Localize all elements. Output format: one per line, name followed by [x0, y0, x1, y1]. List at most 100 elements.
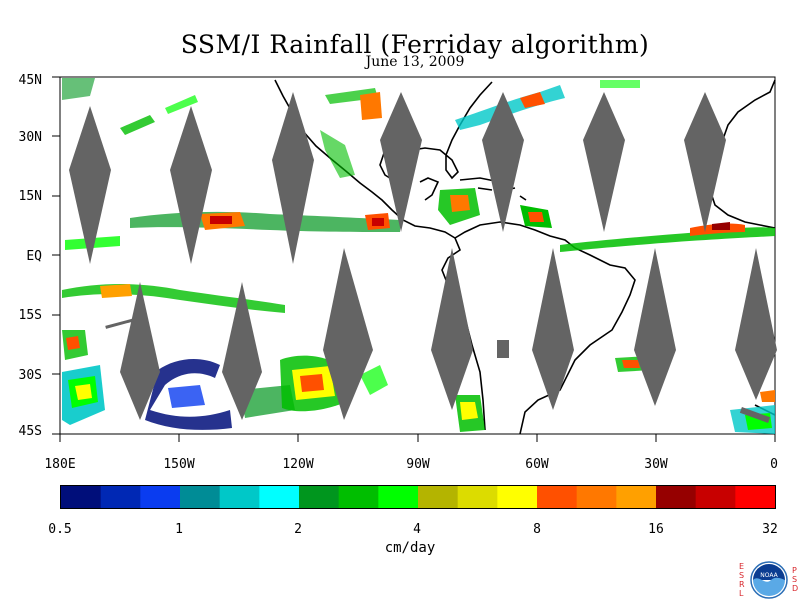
- swath-gap: [69, 106, 111, 264]
- rainfall-map: [52, 76, 777, 442]
- swath-gap: [532, 248, 574, 410]
- rain-north-pacific-2: [120, 115, 155, 135]
- swath-gap: [120, 282, 160, 420]
- colorbar-swatch: [338, 486, 379, 508]
- colorbar-tick-label: 4: [413, 522, 421, 537]
- map-date: June 13, 2009: [365, 54, 465, 70]
- x-axis-label: 120W: [282, 457, 314, 472]
- logo-letter: P: [792, 566, 797, 575]
- rain-south-atlantic-core: [622, 360, 640, 368]
- rain-southern-storm-3: [240, 385, 295, 418]
- swath-gap: [323, 248, 373, 420]
- colorbar: [60, 485, 776, 509]
- logo-letter: S: [792, 575, 798, 584]
- y-axis-label: 15S: [18, 308, 42, 323]
- y-axis-label: 30N: [18, 130, 42, 145]
- logo-letter: D: [792, 584, 799, 593]
- colorbar-swatch: [537, 486, 578, 508]
- rain-itcz-mid-peak: [210, 216, 232, 224]
- map-title: SSM/I Rainfall (Ferriday algorithm): [180, 30, 650, 59]
- colorbar-swatch: [378, 486, 419, 508]
- swath-gap: [482, 92, 524, 232]
- rain-caribbean-core: [450, 195, 470, 212]
- swath-gap: [170, 106, 212, 264]
- coastline-caribbean: [459, 177, 527, 201]
- rain-south-pacific-west-core: [66, 336, 80, 350]
- x-axis-label: 30W: [644, 457, 668, 472]
- x-axis-label: 150W: [163, 457, 195, 472]
- rain-patagonia-core: [460, 402, 478, 420]
- grey-feature: [497, 340, 509, 358]
- colorbar-border: [60, 485, 776, 509]
- swath-gap: [684, 92, 726, 232]
- colorbar-tick-label: 8: [533, 522, 541, 537]
- rain-north-pacific-core: [360, 92, 382, 120]
- logo-letter: L: [739, 589, 744, 598]
- colorbar-swatch: [616, 486, 657, 508]
- colorbar-swatch: [100, 486, 141, 508]
- rain-north-pacific-4: [325, 88, 378, 104]
- logo-name: NOAA: [760, 572, 778, 579]
- swath-gap: [735, 248, 777, 400]
- rain-north-pacific-3: [165, 95, 198, 114]
- rain-southern-storm-2-core: [168, 385, 205, 408]
- grey-feature: [105, 316, 140, 329]
- rain-venezuela-core: [528, 212, 544, 222]
- colorbar-tick-label: 2: [294, 522, 302, 537]
- colorbar-swatch: [418, 486, 459, 508]
- rain-southern-storm-2: [145, 358, 232, 430]
- missing-data-swaths: [69, 92, 777, 420]
- y-axis-label: 45N: [18, 73, 42, 88]
- noaa-esrl-psd-logo: E S R L NOAA P S D: [738, 560, 800, 600]
- colorbar-swatch: [259, 486, 300, 508]
- swath-gap: [222, 282, 262, 420]
- swath-gap: [380, 92, 422, 232]
- x-axis-label: 60W: [525, 457, 549, 472]
- colorbar-units: cm/day: [384, 540, 436, 556]
- colorbar-swatch: [61, 486, 102, 508]
- coastline-yucatan: [419, 177, 440, 201]
- x-axis-label: 90W: [406, 457, 430, 472]
- rain-gulf-stream-core: [520, 92, 545, 108]
- colorbar-tick-label: 1: [175, 522, 183, 537]
- logo-letter: R: [739, 580, 745, 589]
- rain-southern-storm-5: [360, 365, 388, 395]
- y-axis-label: 30S: [18, 368, 42, 383]
- colorbar-swatch: [576, 486, 617, 508]
- rain-itcz-east: [560, 227, 775, 252]
- colorbar-swatch: [656, 486, 697, 508]
- logo-letter: S: [739, 571, 745, 580]
- swath-gap: [431, 248, 473, 410]
- rain-spcz-core: [100, 284, 132, 298]
- rain-california-band: [320, 130, 355, 178]
- rain-mexico-peak: [372, 218, 384, 226]
- rain-north-atlantic: [600, 80, 640, 88]
- x-axis-label: 0: [770, 457, 778, 472]
- logo-letter: E: [739, 562, 745, 571]
- colorbar-swatch: [735, 486, 776, 508]
- grey-feature: [739, 407, 771, 423]
- rain-north-pacific-1: [62, 78, 95, 100]
- colorbar-swatch: [219, 486, 260, 508]
- colorbar-swatch: [299, 486, 340, 508]
- colorbar-swatch: [140, 486, 181, 508]
- colorbar-swatch: [695, 486, 736, 508]
- noaa-emblem-icon: NOAA: [750, 561, 788, 599]
- y-axis-label: 15N: [18, 189, 42, 204]
- x-axis-label: 180E: [44, 457, 76, 472]
- colorbar-tick-label: 0.5: [48, 522, 72, 537]
- y-axis-label: 45S: [18, 424, 42, 439]
- rain-southern-storm-1-peak: [75, 384, 92, 400]
- y-axis-label: EQ: [26, 249, 42, 264]
- colorbar-swatch: [457, 486, 498, 508]
- colorbar-swatch: [497, 486, 538, 508]
- colorbar-tick-label: 16: [648, 522, 664, 537]
- swath-gap: [634, 248, 676, 406]
- axis-ticks: [52, 76, 776, 442]
- rain-itcz-east-peak: [712, 222, 730, 230]
- rain-southern-storm-4-peak: [300, 374, 324, 392]
- swath-gap: [272, 92, 314, 264]
- grey-features: [105, 316, 771, 423]
- colorbar-swatch: [180, 486, 221, 508]
- colorbar-tick-label: 32: [762, 522, 778, 537]
